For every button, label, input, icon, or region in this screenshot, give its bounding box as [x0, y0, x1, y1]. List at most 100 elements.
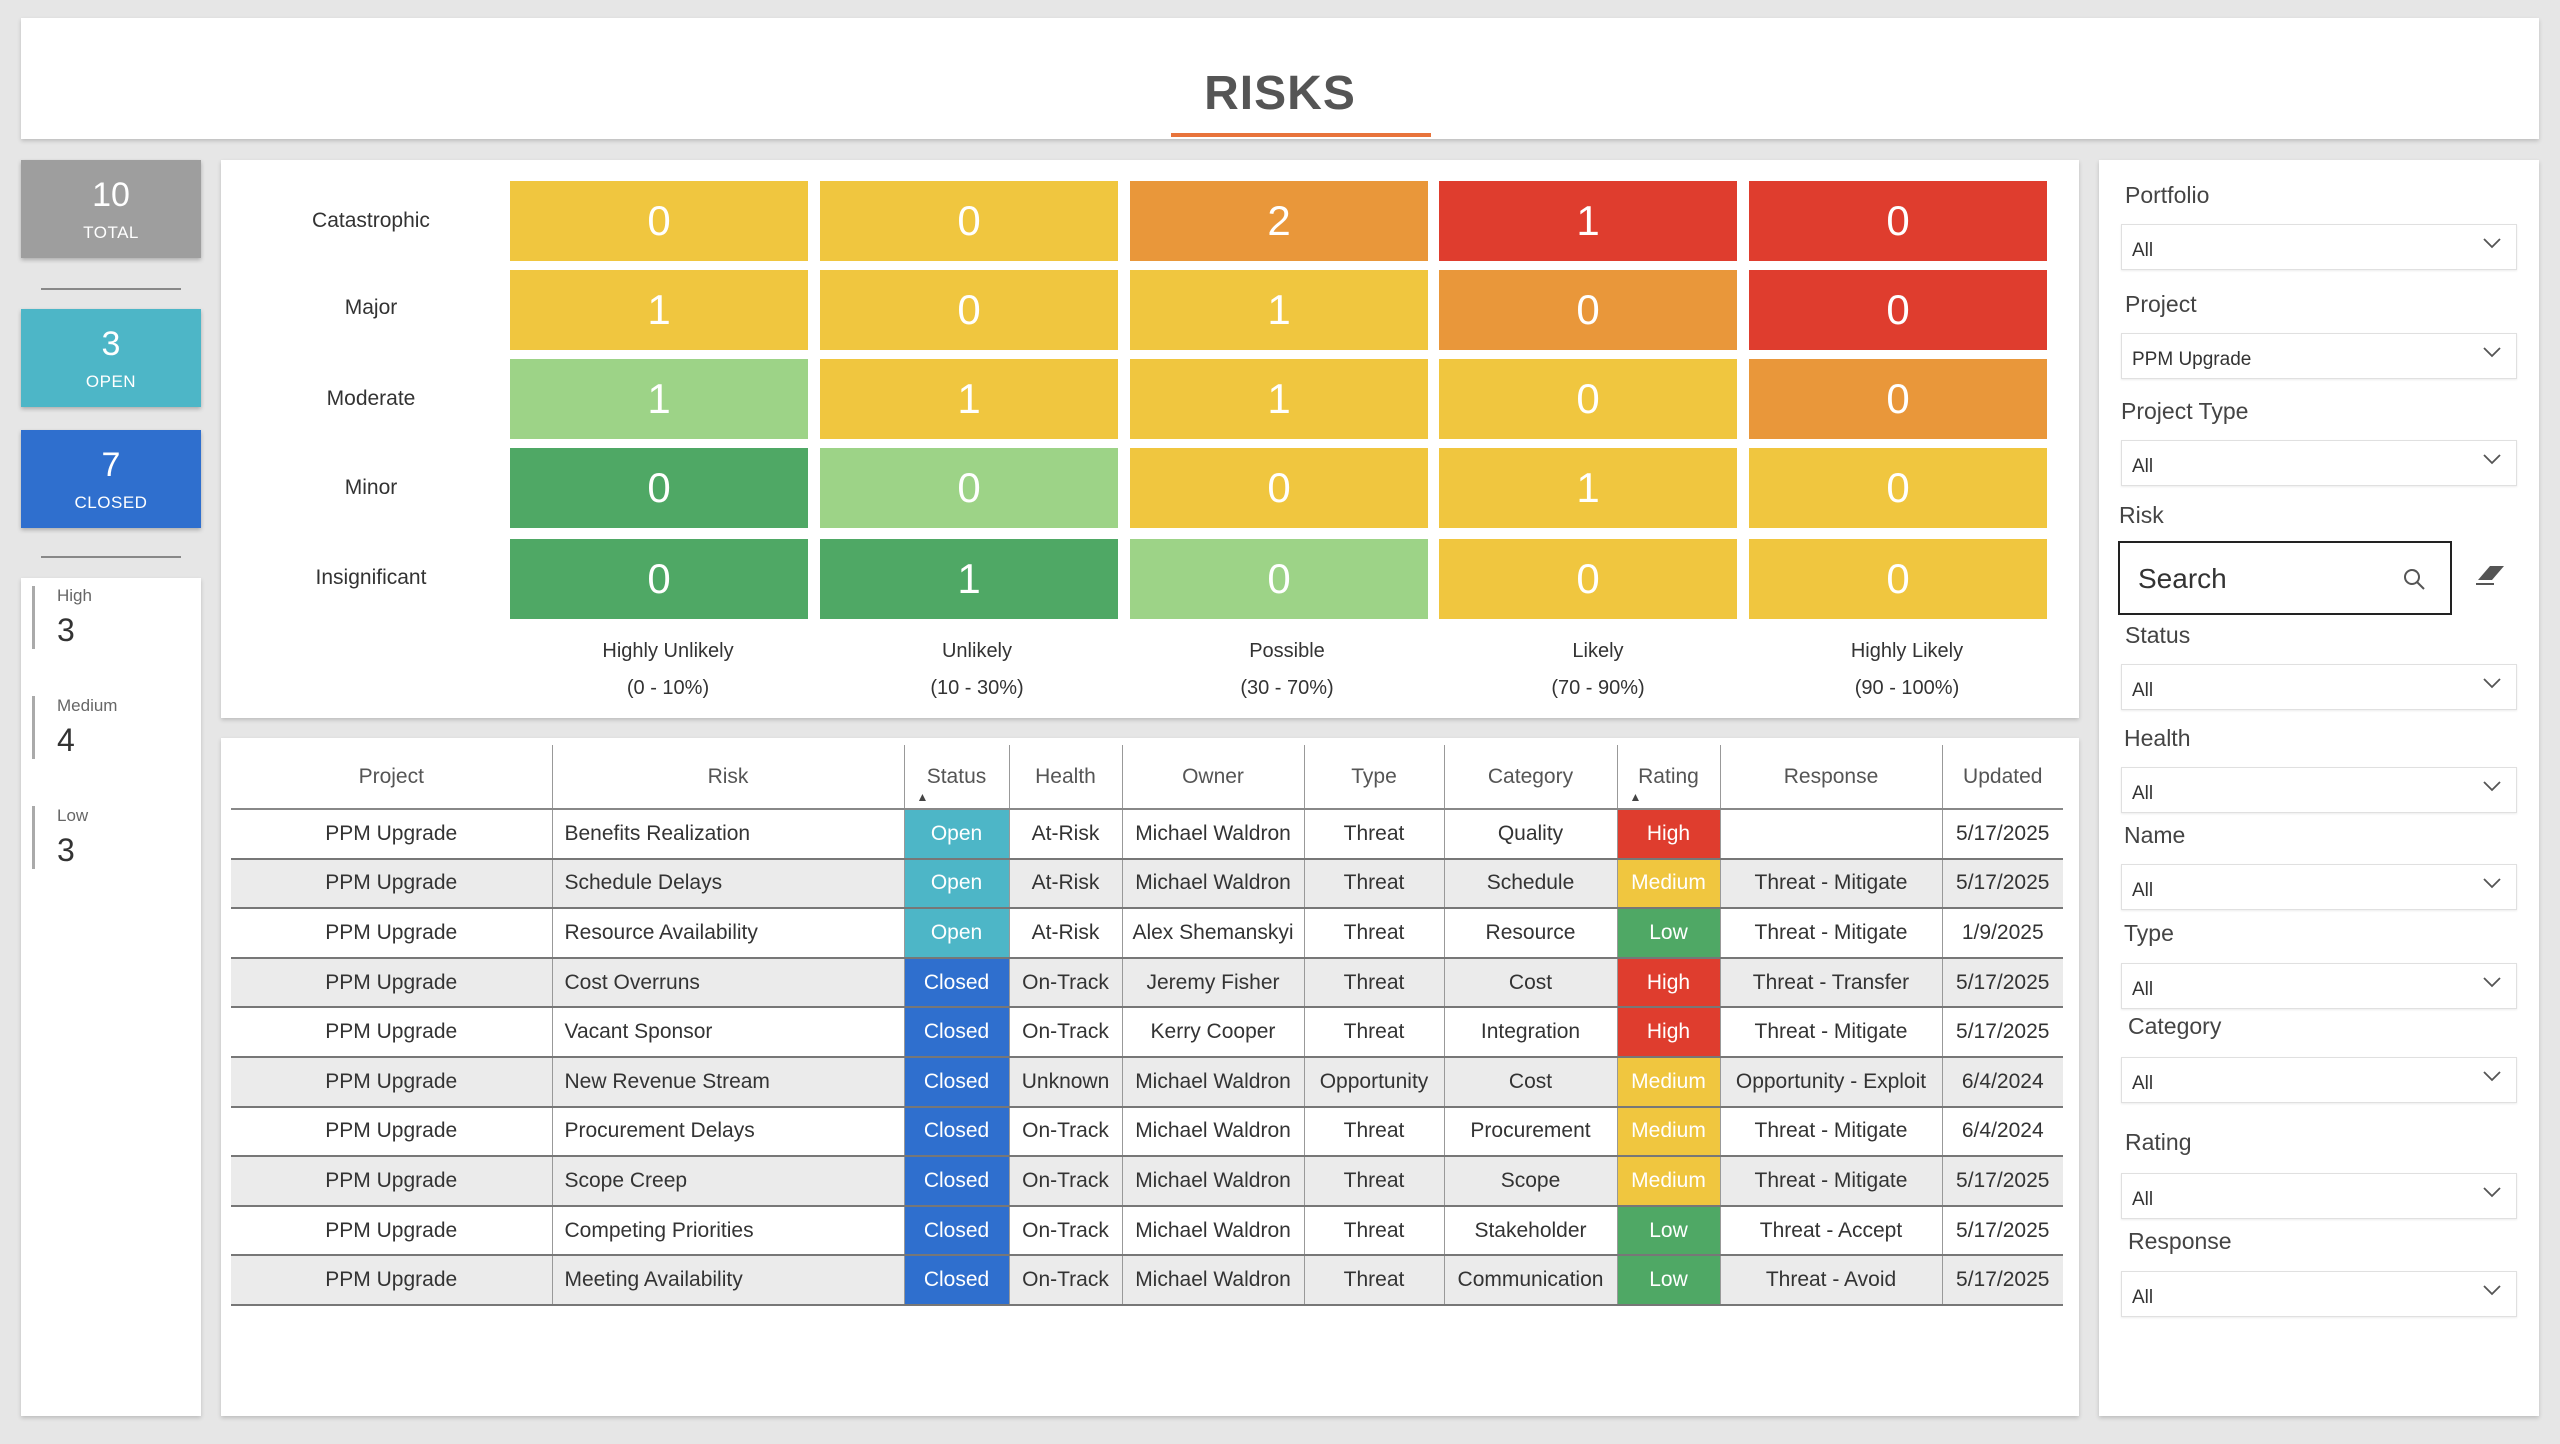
divider	[41, 288, 181, 290]
search-icon[interactable]	[2402, 567, 2428, 593]
project-dropdown[interactable]: PPM Upgrade	[2121, 333, 2517, 379]
likelihood-name: Likely	[1572, 640, 1624, 662]
matrix-cell[interactable]: 0	[1439, 270, 1737, 350]
closed-count: 7	[101, 446, 121, 484]
column-header-project[interactable]: Project	[231, 745, 553, 810]
open-card[interactable]: 3 OPEN	[21, 309, 201, 407]
rating-high[interactable]: High 3	[32, 586, 182, 649]
matrix-cell[interactable]: 0	[1130, 539, 1428, 619]
closed-card[interactable]: 7 CLOSED	[21, 430, 201, 528]
response-cell: Opportunity - Exploit	[1720, 1056, 1943, 1108]
total-label: TOTAL	[83, 223, 139, 242]
portfolio-filter-label: Portfolio	[2125, 182, 2210, 208]
matrix-cell[interactable]: 1	[510, 359, 808, 439]
chevron-down-icon	[2483, 347, 2501, 358]
matrix-cell[interactable]: 0	[1749, 359, 2047, 439]
updated-cell: 5/17/2025	[1942, 1205, 2063, 1257]
matrix-cell[interactable]: 2	[1130, 181, 1428, 261]
name-dropdown[interactable]: All	[2121, 864, 2517, 910]
matrix-cell[interactable]: 1	[820, 359, 1118, 439]
risk-cell: Vacant Sponsor	[552, 1007, 905, 1058]
table-row[interactable]: PPM Upgrade Cost Overruns Closed On-Track Je…	[231, 957, 2063, 1009]
likelihood-range: (30 - 70%)	[1240, 677, 1334, 699]
portfolio-dropdown[interactable]: All	[2121, 224, 2517, 270]
response-cell: Threat - Mitigate	[1720, 1106, 1943, 1158]
likelihood-range: (90 - 100%)	[1854, 677, 1960, 699]
eraser-icon[interactable]	[2474, 560, 2508, 588]
divider	[41, 556, 181, 558]
table-row[interactable]: PPM Upgrade Schedule Delays Open At-Risk Mic…	[231, 858, 2063, 910]
likelihood-name: Highly Likely	[1850, 640, 1964, 662]
column-header-status[interactable]: Status ▲	[904, 745, 1010, 810]
response-dropdown[interactable]: All	[2121, 1271, 2517, 1317]
table-row[interactable]: PPM Upgrade New Revenue Stream Closed Unkno…	[231, 1056, 2063, 1108]
health-dropdown[interactable]: All	[2121, 767, 2517, 813]
owner-cell: Jeremy Fisher	[1122, 957, 1305, 1009]
column-header-response[interactable]: Response	[1720, 745, 1943, 810]
rating-low[interactable]: Low 3	[32, 806, 182, 869]
updated-cell: 1/9/2025	[1942, 908, 2063, 959]
column-header-risk[interactable]: Risk	[552, 745, 905, 810]
health-cell: On-Track	[1009, 1255, 1123, 1306]
matrix-cell[interactable]: 0	[820, 448, 1118, 528]
total-card[interactable]: 10 TOTAL	[21, 160, 201, 258]
table-row[interactable]: PPM Upgrade Resource Availability Open At-R…	[231, 908, 2063, 959]
table-row[interactable]: PPM Upgrade Meeting Availability Closed On-…	[231, 1255, 2063, 1306]
category-cell: Integration	[1444, 1007, 1618, 1058]
matrix-cell[interactable]: 0	[1749, 270, 2047, 350]
matrix-cell[interactable]: 0	[1749, 448, 2047, 528]
project-type-dropdown[interactable]: All	[2121, 440, 2517, 486]
updated-cell: 5/17/2025	[1942, 1156, 2063, 1207]
matrix-cell[interactable]: 0	[1749, 181, 2047, 261]
matrix-cell[interactable]: 0	[1130, 448, 1428, 528]
column-header-category[interactable]: Category	[1444, 745, 1618, 810]
table-row[interactable]: PPM Upgrade Vacant Sponsor Closed On-Track K…	[231, 1007, 2063, 1058]
table-row[interactable]: PPM Upgrade Scope Creep Closed On-Track Mich…	[231, 1156, 2063, 1207]
table-row[interactable]: PPM Upgrade Procurement Delays Closed On-Tr…	[231, 1106, 2063, 1158]
matrix-cell[interactable]: 0	[510, 539, 808, 619]
matrix-cell[interactable]: 0	[1439, 359, 1737, 439]
column-header-type[interactable]: Type	[1304, 745, 1445, 810]
matrix-cell[interactable]: 1	[1439, 448, 1737, 528]
likelihood-label: Likely (70 - 90%)	[1449, 633, 1747, 707]
column-header-owner[interactable]: Owner	[1122, 745, 1305, 810]
matrix-cell[interactable]: 1	[510, 270, 808, 350]
health-cell: On-Track	[1009, 1205, 1123, 1257]
matrix-cell[interactable]: 0	[1749, 539, 2047, 619]
category-dropdown[interactable]: All	[2121, 1057, 2517, 1103]
risk-search-input[interactable]	[2138, 559, 2378, 599]
health-cell: On-Track	[1009, 1156, 1123, 1207]
table-row[interactable]: PPM Upgrade Competing Priorities Closed On-…	[231, 1205, 2063, 1257]
likelihood-range: (10 - 30%)	[930, 677, 1024, 699]
rating-low-count: 3	[57, 832, 75, 868]
type-cell: Threat	[1304, 957, 1445, 1009]
column-header-updated[interactable]: Updated	[1942, 745, 2063, 810]
matrix-cell[interactable]: 0	[1439, 539, 1737, 619]
matrix-cell[interactable]: 1	[1130, 270, 1428, 350]
likelihood-name: Highly Unlikely	[602, 640, 734, 662]
likelihood-label: Possible (30 - 70%)	[1138, 633, 1436, 707]
column-header-rating[interactable]: Rating ▲	[1617, 745, 1721, 810]
category-cell: Communication	[1444, 1255, 1618, 1306]
rating-medium[interactable]: Medium 4	[32, 696, 182, 759]
matrix-cell[interactable]: 0	[820, 270, 1118, 350]
type-dropdown[interactable]: All	[2121, 963, 2517, 1009]
impact-label: Catastrophic	[312, 209, 430, 232]
column-header-health[interactable]: Health	[1009, 745, 1123, 810]
status-dropdown[interactable]: All	[2121, 664, 2517, 710]
matrix-cell[interactable]: 1	[1130, 359, 1428, 439]
matrix-cell[interactable]: 1	[1439, 181, 1737, 261]
matrix-cell[interactable]: 0	[510, 181, 808, 261]
likelihood-label: Highly Likely (90 - 100%)	[1758, 633, 2056, 707]
filter-panel: Portfolio All Project PPM Upgrade Projec…	[2099, 160, 2539, 1416]
updated-cell: 5/17/2025	[1942, 858, 2063, 910]
matrix-cell[interactable]: 1	[820, 539, 1118, 619]
status-cell: Open	[904, 908, 1010, 959]
matrix-cell[interactable]: 0	[820, 181, 1118, 261]
table-row[interactable]: PPM Upgrade Benefits Realization Open At-Ri…	[231, 809, 2063, 860]
risk-cell: New Revenue Stream	[552, 1056, 905, 1108]
health-filter-label: Health	[2124, 725, 2191, 751]
matrix-cell[interactable]: 0	[510, 448, 808, 528]
table-body: PPM Upgrade Benefits Realization Open At-Ri…	[231, 809, 2063, 1306]
rating-dropdown[interactable]: All	[2121, 1173, 2517, 1219]
